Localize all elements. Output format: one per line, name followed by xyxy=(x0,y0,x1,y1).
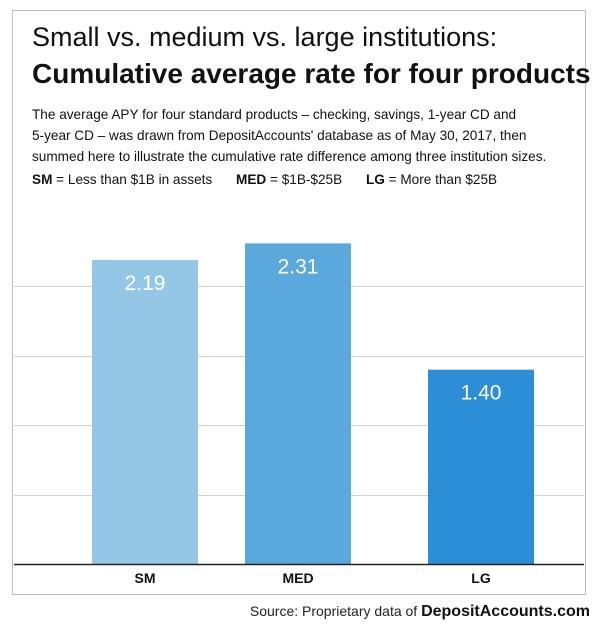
bar-med xyxy=(245,243,351,564)
legend-item-sm: SM = Less than $1B in assets xyxy=(32,172,213,187)
bar-lg xyxy=(428,369,534,564)
description-line: The average APY for four standard produc… xyxy=(32,107,517,122)
chart-description: The average APY for four standard produc… xyxy=(32,104,572,167)
x-tick-label: SM xyxy=(135,570,156,586)
x-tick-label: MED xyxy=(282,570,313,586)
legend-item-med: MED = $1B-$25B xyxy=(236,172,343,187)
data-label-med: 2.31 xyxy=(278,255,319,278)
x-tick-label: LG xyxy=(471,570,491,586)
legend-item-lg: LG = More than $25B xyxy=(365,172,498,187)
chart-frame xyxy=(12,10,586,595)
size-legend: SM = Less than $1B in assets MED = $1B-$… xyxy=(32,172,517,187)
source-note: Source: Proprietary data of DepositAccou… xyxy=(249,603,590,620)
description-line: 5-year CD – was drawn from DepositAccoun… xyxy=(32,128,527,143)
source-brand: DepositAccounts.com xyxy=(421,603,590,620)
data-label-lg: 1.40 xyxy=(461,382,502,405)
data-label-sm: 2.19 xyxy=(125,272,166,295)
chart-title-line2: Cumulative average rate for four product… xyxy=(32,58,591,89)
chart-title-line1: Small vs. medium vs. large institutions: xyxy=(32,22,498,52)
bar-sm xyxy=(92,260,198,564)
description-line: summed here to illustrate the cumulative… xyxy=(32,149,547,164)
